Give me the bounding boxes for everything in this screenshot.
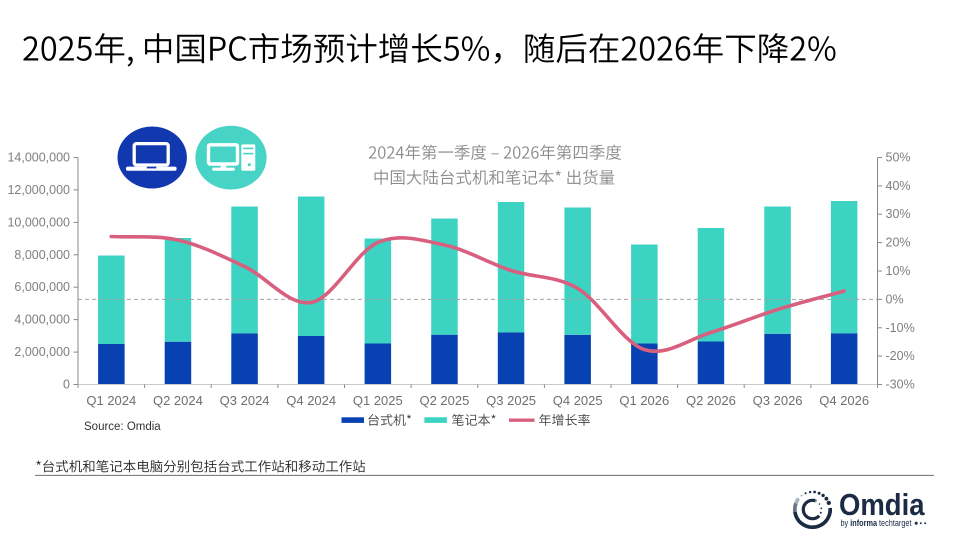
svg-text:Q4 2026: Q4 2026: [819, 393, 869, 408]
svg-text:-10%: -10%: [886, 321, 915, 335]
svg-text:Q2 2024: Q2 2024: [153, 393, 203, 408]
svg-text:Q1 2026: Q1 2026: [619, 393, 669, 408]
svg-text:Q1 2024: Q1 2024: [86, 393, 136, 408]
svg-text:by informa techtarget: by informa techtarget: [841, 518, 912, 528]
svg-text:20%: 20%: [886, 236, 911, 250]
svg-text:Q2 2025: Q2 2025: [419, 393, 469, 408]
svg-text:10,000,000: 10,000,000: [7, 215, 70, 229]
svg-text:Q4 2025: Q4 2025: [553, 393, 603, 408]
svg-text:Q3 2024: Q3 2024: [220, 393, 270, 408]
svg-text:0%: 0%: [886, 292, 904, 306]
svg-text:6,000,000: 6,000,000: [14, 280, 70, 294]
svg-text:8,000,000: 8,000,000: [14, 248, 70, 262]
svg-text:Q3 2026: Q3 2026: [753, 393, 803, 408]
svg-text:-20%: -20%: [886, 349, 915, 363]
svg-text:Q1 2025: Q1 2025: [353, 393, 403, 408]
svg-text:50%: 50%: [886, 151, 911, 165]
svg-text:Q3 2025: Q3 2025: [486, 393, 536, 408]
svg-text:Omdia: Omdia: [839, 487, 925, 522]
svg-text:4,000,000: 4,000,000: [14, 313, 70, 327]
svg-text:12,000,000: 12,000,000: [7, 183, 70, 197]
svg-text:-30%: -30%: [886, 378, 915, 392]
svg-text:Source: Omdia: Source: Omdia: [84, 421, 161, 433]
svg-text:0: 0: [63, 378, 70, 392]
svg-text:Q4 2024: Q4 2024: [286, 393, 336, 408]
svg-text:10%: 10%: [886, 264, 911, 278]
svg-text:40%: 40%: [886, 179, 911, 193]
svg-text:Q2 2026: Q2 2026: [686, 393, 736, 408]
svg-text:30%: 30%: [886, 207, 911, 221]
svg-text:2,000,000: 2,000,000: [14, 345, 70, 359]
svg-text:14,000,000: 14,000,000: [7, 151, 70, 165]
